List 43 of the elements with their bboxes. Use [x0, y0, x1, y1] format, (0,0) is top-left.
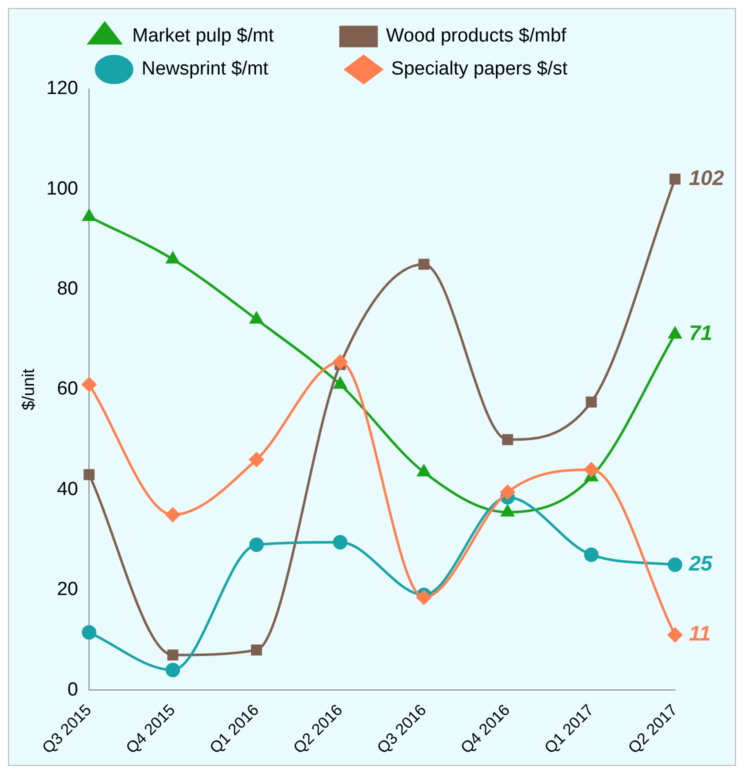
- point: [249, 538, 264, 552]
- y-tick-label: 0: [68, 679, 78, 700]
- point: [334, 377, 347, 389]
- y-tick-label: 60: [56, 378, 78, 400]
- point: [167, 649, 178, 660]
- point: [418, 258, 430, 270]
- y-tick-label: 80: [56, 278, 78, 300]
- y-tick-label: 20: [56, 579, 78, 600]
- point: [166, 507, 180, 522]
- point: [584, 548, 599, 562]
- point: [668, 628, 682, 642]
- point: [166, 252, 180, 264]
- point: [84, 469, 95, 480]
- point: [584, 462, 599, 477]
- y-tick-label: 120: [46, 78, 78, 100]
- data-label: 11: [689, 622, 711, 646]
- legend-label: Market pulp $/mt: [132, 26, 327, 47]
- point: [670, 174, 680, 185]
- legend-label: Specialty papers $/st: [391, 58, 594, 80]
- point: [332, 535, 348, 550]
- point: [82, 209, 96, 221]
- point: [249, 452, 264, 467]
- point: [332, 354, 348, 370]
- point: [82, 625, 96, 640]
- point: [501, 504, 514, 516]
- point: [502, 434, 514, 446]
- y-tick-label: 40: [56, 478, 78, 500]
- point: [668, 558, 682, 572]
- y-axis-title: $/unit: [18, 368, 38, 410]
- y-tick-label: 100: [46, 178, 78, 200]
- data-label: 71: [689, 322, 712, 346]
- point: [82, 377, 96, 392]
- point: [250, 312, 263, 324]
- data-label: 25: [688, 552, 713, 576]
- point: [500, 484, 515, 500]
- legend-label: Newsprint $/mt: [142, 58, 332, 80]
- point: [417, 464, 430, 476]
- data-label: 102: [689, 166, 724, 190]
- point: [251, 644, 262, 656]
- point: [668, 327, 682, 339]
- point: [166, 662, 180, 678]
- point: [586, 396, 597, 408]
- legend-label: Wood products $/mbf: [386, 26, 604, 47]
